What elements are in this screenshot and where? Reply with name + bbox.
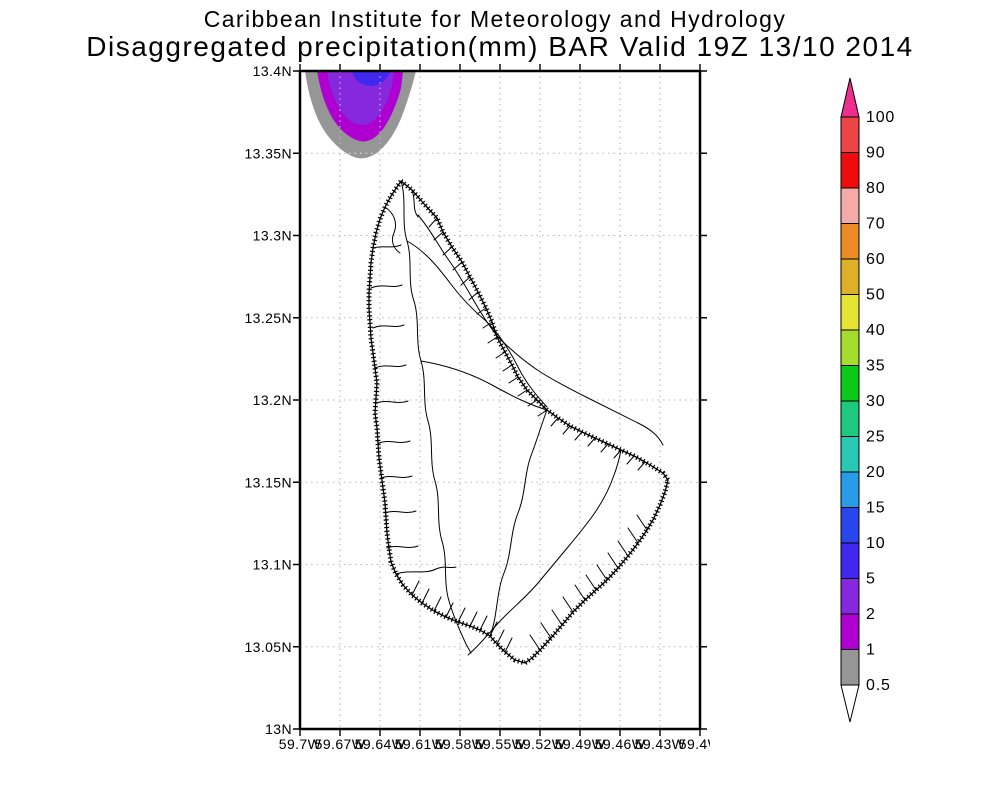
colorbar-label: 2 — [866, 606, 876, 623]
lat-label: 13N — [265, 721, 292, 737]
colorbar-label: 5 — [866, 571, 876, 588]
lat-label: 13.35N — [244, 145, 292, 161]
colorbar-label: 20 — [866, 464, 885, 481]
title-line-2: Disaggregated precipitation(mm) BAR Vali… — [86, 31, 914, 62]
lat-label: 13.3N — [253, 228, 292, 244]
lon-label: 59.64W — [355, 736, 406, 752]
colorbar-label: 90 — [866, 145, 885, 162]
colorbar-segment — [840, 649, 860, 686]
island-barbados — [366, 177, 671, 666]
lon-label: 59.43W — [635, 736, 686, 752]
colorbar-segment — [840, 223, 860, 260]
colorbar-arrow-bottom — [840, 684, 860, 723]
lon-label: 59.4W — [679, 736, 710, 752]
lon-ticks-bottom — [299, 729, 701, 736]
colorbar-segment — [840, 436, 860, 473]
colorbar-labels: 100 90 80 70 60 50 40 35 30 25 20 15 10 … — [866, 109, 895, 694]
colorbar-arrow-top — [840, 77, 860, 118]
colorbar-label: 70 — [866, 216, 885, 233]
colorbar-segment — [840, 578, 860, 615]
lon-label: 59.67W — [315, 736, 366, 752]
lon-label: 59.58W — [435, 736, 486, 752]
colorbar-segment — [840, 365, 860, 402]
lon-label: 59.7W — [279, 736, 322, 752]
lat-ticks-right — [700, 70, 707, 730]
title-line-1: Caribbean Institute for Meteorology and … — [203, 6, 787, 32]
colorbar-segment — [840, 116, 860, 153]
lon-label: 59.61W — [395, 736, 446, 752]
colorbar-segment — [840, 258, 860, 295]
colorbar-segment — [840, 507, 860, 544]
map-frame — [293, 64, 707, 736]
colorbar-label: 100 — [866, 109, 895, 126]
lat-label: 13.25N — [244, 310, 292, 326]
lon-label: 59.46W — [595, 736, 646, 752]
colorbar-label: 25 — [866, 429, 885, 446]
lat-label: 13.15N — [244, 474, 292, 490]
colorbar-label: 0.5 — [866, 677, 891, 694]
lon-axis-labels: 59.7W 59.67W 59.64W 59.61W 59.58W 59.55W… — [279, 736, 710, 752]
colorbar-segment — [840, 542, 860, 579]
lat-label: 13.4N — [253, 63, 292, 79]
colorbar-label: 40 — [866, 322, 885, 339]
map-background — [300, 71, 700, 729]
colorbar-label: 15 — [866, 500, 885, 517]
colorbar-segment — [840, 294, 860, 331]
lat-label: 13.2N — [253, 392, 292, 408]
lat-label: 13.05N — [244, 639, 292, 655]
map-plot: 13.4N 13.35N 13.3N 13.25N 13.2N 13.15N 1… — [244, 63, 710, 752]
watershed-boundaries — [370, 180, 664, 656]
colorbar-label: 1 — [866, 642, 876, 659]
lat-axis-labels: 13.4N 13.35N 13.3N 13.25N 13.2N 13.15N 1… — [244, 63, 292, 737]
colorbar-label: 50 — [866, 287, 885, 304]
colorbar-label: 35 — [866, 358, 885, 375]
lon-label: 59.55W — [475, 736, 526, 752]
lat-ticks-left — [293, 70, 300, 730]
colorbar-label: 10 — [866, 535, 885, 552]
colorbar-label: 80 — [866, 180, 885, 197]
colorbar-segment — [840, 400, 860, 437]
lon-ticks-top — [299, 64, 701, 71]
lon-label: 59.49W — [555, 736, 606, 752]
lon-label: 59.52W — [515, 736, 566, 752]
colorbar-segment — [840, 329, 860, 366]
colorbar-label: 60 — [866, 251, 885, 268]
colorbar-segment — [840, 471, 860, 508]
colorbar-segment — [840, 152, 860, 189]
colorbar-label: 30 — [866, 393, 885, 410]
colorbar-segment — [840, 613, 860, 650]
colorbar-segment — [840, 187, 860, 224]
colorbar: 100 90 80 70 60 50 40 35 30 25 20 15 10 … — [840, 77, 895, 723]
lat-label: 13.1N — [253, 557, 292, 573]
